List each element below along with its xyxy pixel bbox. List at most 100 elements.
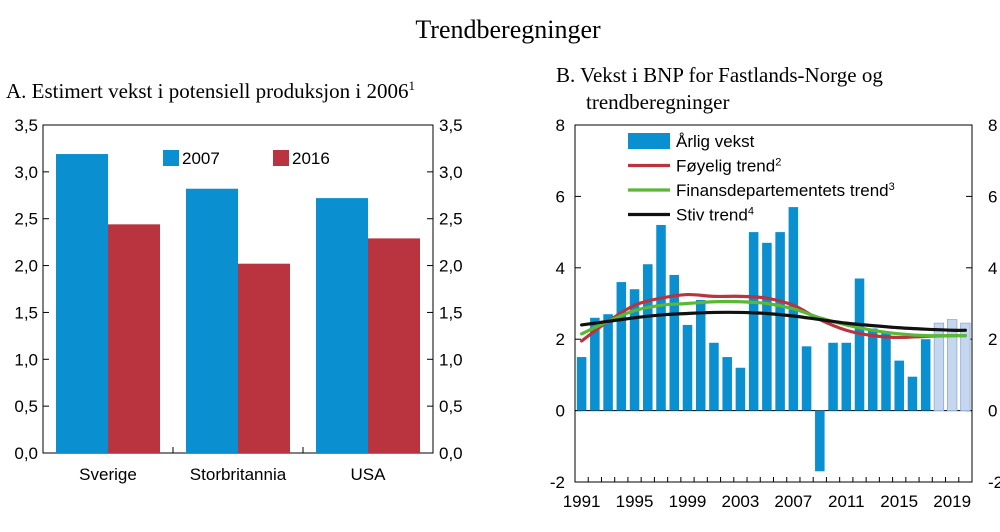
panel-a-left-tick-label: 1,0 [14,350,38,369]
panel-b-bar-1994 [616,282,627,411]
panel-a-left-tick-label: 3,0 [14,163,38,182]
panel-b-bar-1991 [576,357,587,411]
panel-b-x-tick-label: 2011 [828,492,865,511]
panel-a-left-tick-label: 3,5 [14,116,38,135]
panel-b-bar-2001 [709,342,719,411]
panel-b-line-finansdep [580,299,967,338]
panel-a-bar-2007-storbritannia [186,188,238,453]
panel-b-title-line1: B. Vekst i BNP for Fastlands-Norge og [556,63,883,87]
panel-a-title: A. Estimert vekst i potensiell produksjo… [6,78,415,103]
panel-a-right-tick-label: 0,5 [439,397,463,416]
panel-b-bar-2017 [920,339,931,411]
panel-b-left-tick-label: 8 [556,116,565,135]
panel-b-bar-2016 [907,376,918,411]
panel-b-bar-2002 [722,357,732,411]
panel-b-bar-1997 [656,224,666,411]
panel-b-right-tick-label: 4 [988,259,997,278]
panel-a-bar-2016-usa [368,238,420,453]
panel-b-legend-text: Føyelig trend [676,157,775,176]
panel-b-x-tick-label: 2019 [933,492,971,511]
panel-b-left-tick-label: 6 [556,187,565,206]
panel-a-right-tick-label: 3,5 [439,116,463,135]
panel-a-right-tick-label: 2,0 [439,257,463,276]
panel-b-bar-2013 [867,328,878,411]
panel-a-legend-swatch-2007 [163,150,179,166]
panel-a-left-tick-label: 0,0 [14,444,38,463]
panel-b-bar-2010 [828,342,838,411]
panel-b-bar-2003 [735,367,746,411]
panel-b-bar-2006 [775,232,785,411]
panel-a-category-label: Storbritannia [190,465,287,484]
panel-b-x-tick-label: 1999 [669,492,707,511]
panel-b-bar-2014 [881,332,891,411]
panel-b-bar-1995 [629,289,640,411]
panel-a-title-sup: 1 [408,78,415,93]
panel-b-bar-2015 [894,360,904,411]
panel-b-bar-2009 [815,410,825,472]
panel-a-title-text: A. Estimert vekst i potensiell produksjo… [6,79,408,103]
panel-b-line-stiv [580,310,967,332]
panel-a-right-tick-label: 1,0 [439,350,463,369]
panel-a-right-tick-label: 2,5 [439,210,463,229]
panel-b-legend-sup: 2 [775,157,781,169]
panel-b-bar-2012 [854,278,865,411]
panel-b-legend-swatch-bars [628,133,670,149]
panel-b-x-tick-label: 2003 [722,492,760,511]
panel-b-bar-1992 [590,317,600,411]
panel-b-legend-text: Finansdepartementets trend [676,181,889,200]
panel-b-right-tick-label: 6 [988,187,997,206]
panel-b-bar-2005 [762,242,772,411]
panel-a-left-tick-label: 2,5 [14,210,38,229]
panel-a-legend-label: 2007 [182,149,220,168]
panel-b-bar-2018 [933,322,945,412]
panel-a-left-tick-label: 1,5 [14,303,38,322]
panel-b-legend-label: Årlig vekst [676,132,755,151]
panel-b-right-tick-label: 2 [988,330,997,349]
panel-a-bar-2016-storbritannia [238,263,290,453]
panel-b-line-foyelig [580,292,967,343]
panel-a: 0,0 0,0 0,5 0,5 1,0 1,0 1,5 1,5 2,0 2,0 2,5 2,5 3,0 3… [14,116,462,484]
panel-b-legend-sup: 4 [748,206,754,218]
panel-b-bar-1998 [669,274,680,411]
panel-a-bar-2007-usa [316,198,368,453]
panel-b-left-tick-label: 2 [556,330,565,349]
panel-a-right-tick-label: 3,0 [439,163,463,182]
panel-b-bar-2004 [748,232,759,411]
panel-b-bar-2008 [801,346,812,411]
panel-a-left-tick-label: 0,5 [14,397,38,416]
panel-b-bar-2000 [695,299,706,411]
panel-a-legend-label: 2016 [292,149,330,168]
panel-b-x-tick-label: 1995 [616,492,654,511]
panel-b-bar-1999 [682,324,693,411]
panel-b-left-tick-label: -2 [550,473,565,492]
panel-b-legend-sup: 3 [889,181,895,193]
panel-b-bar-2011 [841,342,852,411]
panel-b-bar-2019 [946,319,958,412]
panel-b-legend-label: Føyelig trend2 [676,157,781,176]
panel-b-bar-1996 [643,264,653,411]
panel-b: -2 -2 0 0 2 2 4 4 6 6 8 8 1991 1995 1999 2003 2007 2011 20… [550,116,1000,511]
panel-a-legend-swatch-2016 [273,150,289,166]
panel-b-bar-2020 [960,322,971,412]
panel-b-left-tick-label: 0 [556,402,565,421]
panel-a-left-tick-label: 2,0 [14,257,38,276]
panel-b-left-tick-label: 4 [556,259,565,278]
panel-b-legend-text: Stiv trend [676,206,748,225]
panel-b-x-tick-label: 2007 [774,492,812,511]
page-title: Trendberegninger [415,15,601,44]
panel-b-legend-label: Finansdepartementets trend3 [676,181,895,200]
panel-a-bar-2007-sverige [56,154,108,453]
panel-b-bar-1993 [603,314,613,411]
panel-b-right-tick-label: 8 [988,116,997,135]
panel-a-bar-2016-sverige [108,224,160,453]
panel-a-category-label: USA [351,465,387,484]
panel-b-right-tick-label: 0 [988,402,997,421]
panel-a-right-tick-label: 0,0 [439,444,463,463]
panel-b-x-tick-label: 1991 [563,492,601,511]
panel-b-legend-label: Stiv trend4 [676,206,754,225]
panel-b-title-line2: trendberegninger [586,90,729,114]
panel-a-right-tick-label: 1,5 [439,303,463,322]
panel-b-right-tick-label: -2 [988,473,1000,492]
panel-a-category-label: Sverige [79,465,137,484]
